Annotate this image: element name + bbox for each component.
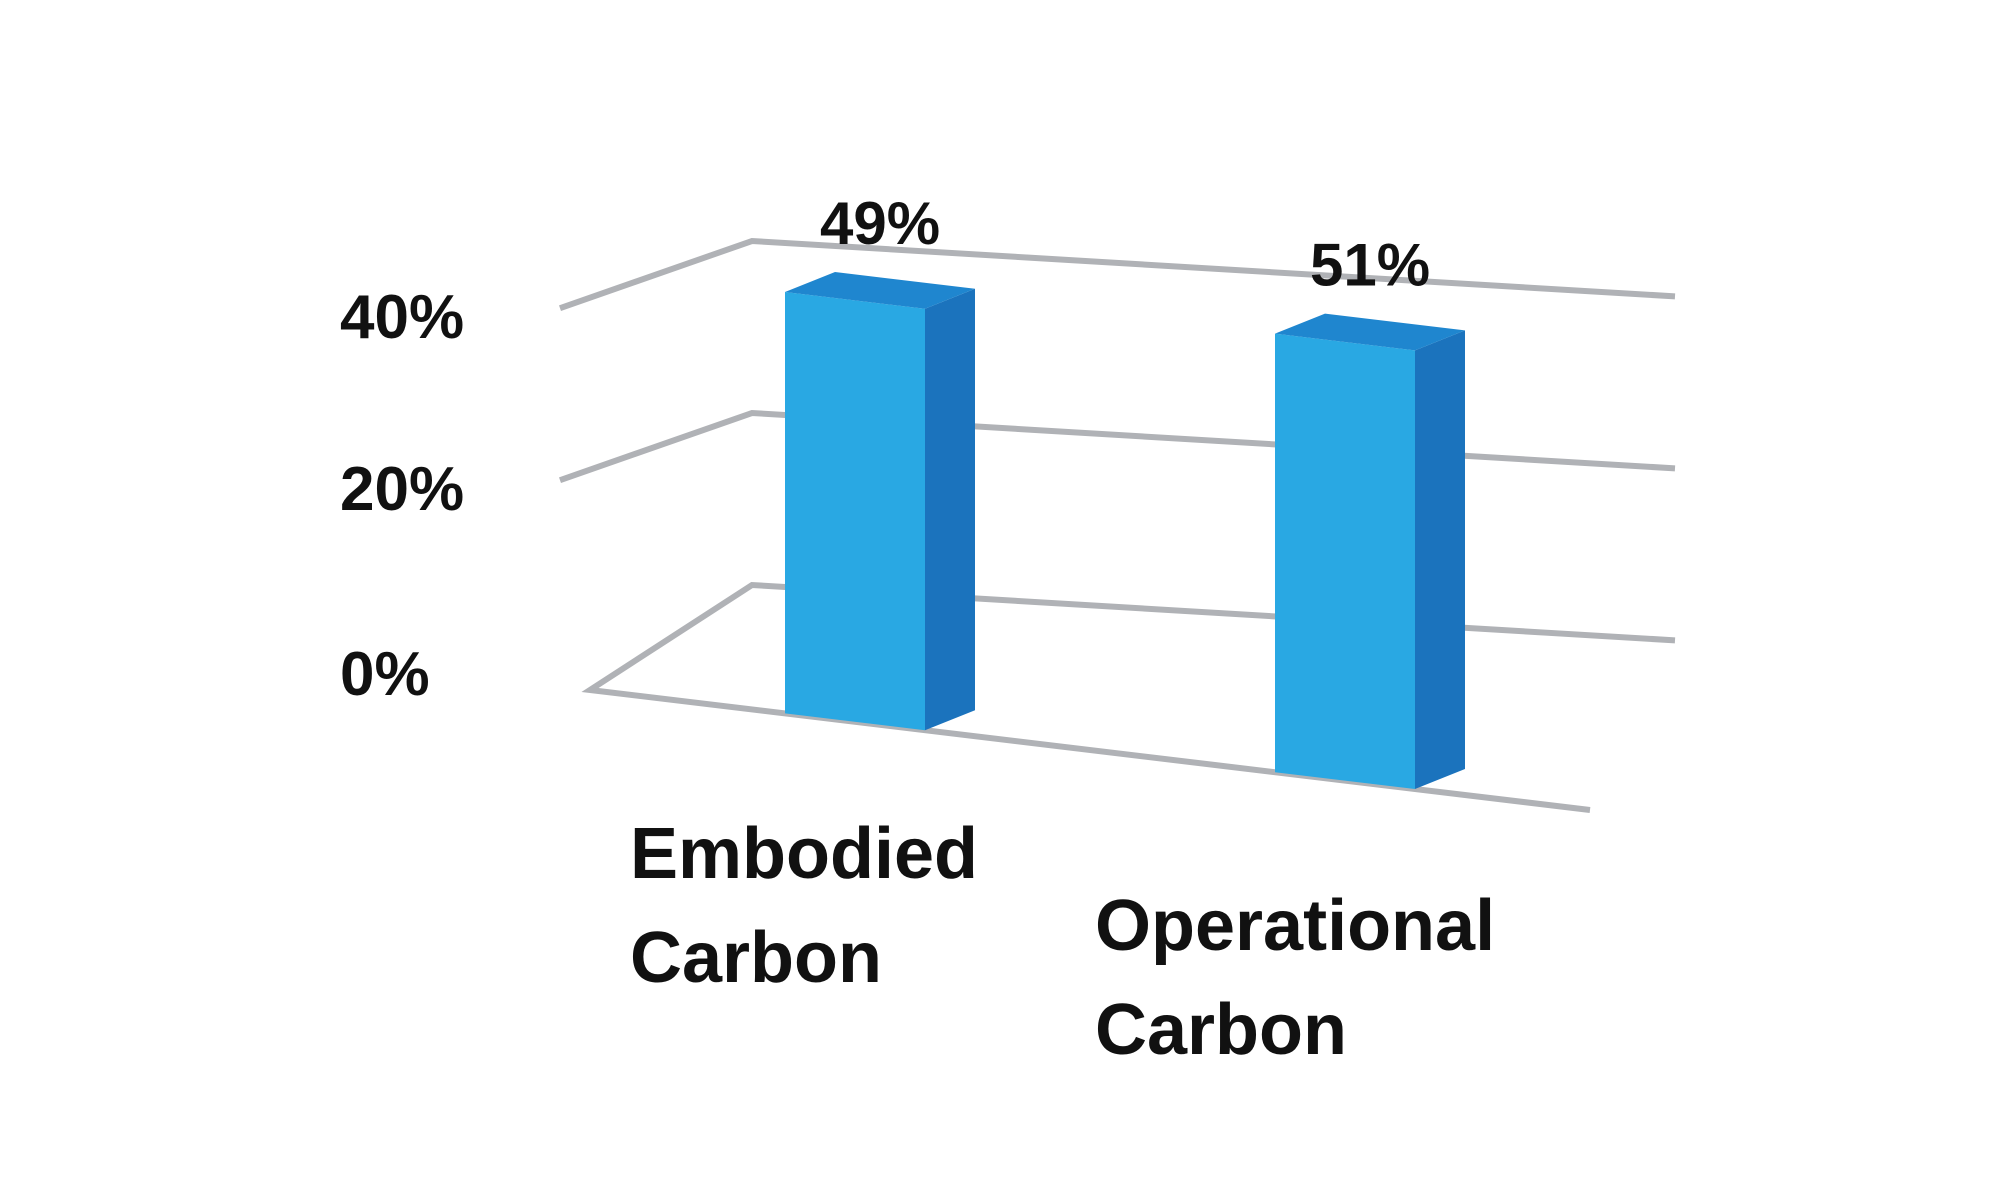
gridline-20 (559, 409, 1676, 484)
category-label-line: Embodied (630, 814, 978, 894)
y-tick-label: 20% (340, 455, 464, 524)
grid-layer (559, 237, 1676, 813)
category-label-line: Carbon (1095, 990, 1347, 1070)
bar-top (785, 272, 975, 309)
bar-group (1275, 313, 1465, 789)
gridline-0 (581, 581, 1676, 813)
bar-side (1415, 330, 1465, 789)
value-labels: 49% 51% (820, 190, 1430, 299)
bar (785, 292, 925, 731)
category-label-line: Operational (1095, 886, 1495, 966)
y-tick-label: 0% (340, 640, 430, 709)
bar-group (785, 272, 975, 731)
bar (1275, 333, 1415, 789)
category-label: Operational Carbon (1095, 886, 1495, 1070)
category-label-line: Carbon (630, 918, 882, 998)
gridline-40 (559, 237, 1676, 312)
y-tick-label: 40% (340, 283, 464, 352)
value-label: 51% (1310, 232, 1430, 299)
value-label: 49% (820, 190, 940, 257)
y-tick-labels: 0% 20% 40% (340, 283, 464, 709)
bar-top (1275, 313, 1465, 351)
category-labels: Embodied Carbon Operational Carbon (630, 814, 1495, 1070)
category-label: Embodied Carbon (630, 814, 978, 998)
bar-side (925, 288, 975, 731)
bars (785, 272, 1465, 789)
